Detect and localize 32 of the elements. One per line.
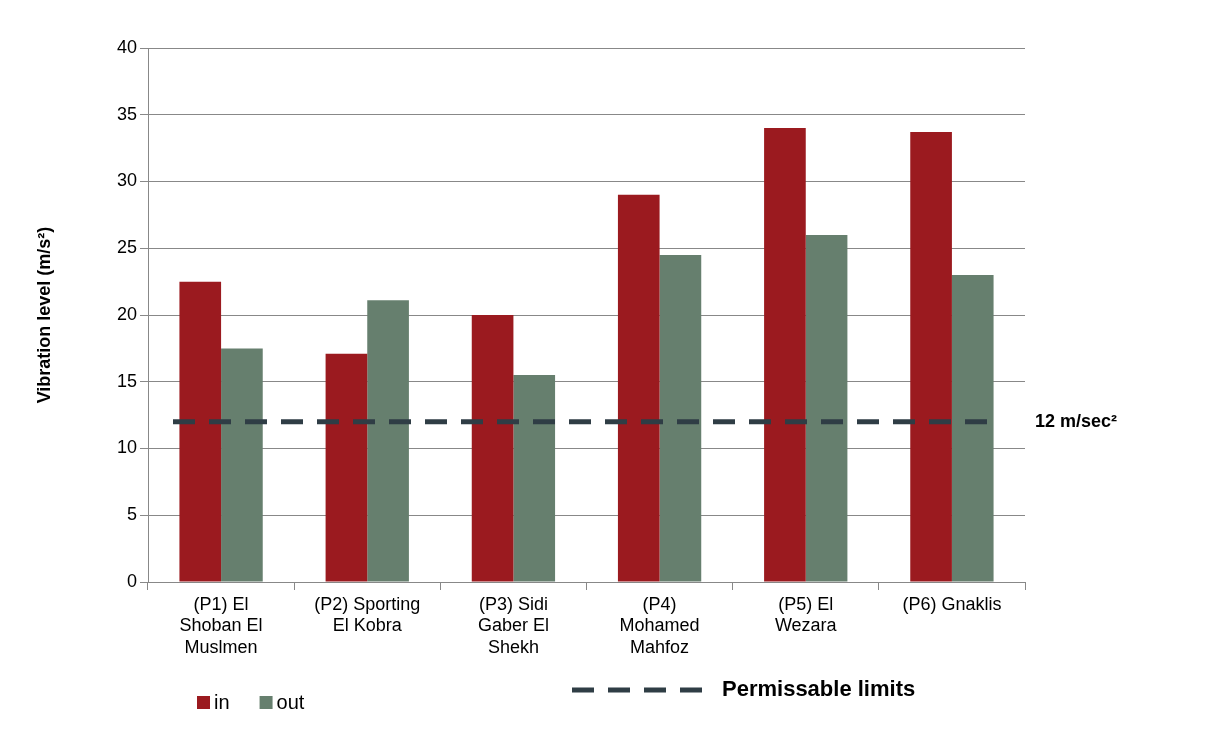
y-tick-label: 0	[126, 570, 137, 591]
y-tick-label: 10	[116, 437, 137, 458]
x-tick-label: (P6) Gnaklis	[902, 593, 1002, 614]
x-tick-label: (P1) El Shoban El Muslmen	[179, 593, 263, 657]
bar	[659, 254, 702, 582]
x-tick-label: (P3) Sidi Gaber El Shekh	[477, 593, 549, 657]
x-tick-label: (P2) Sporting El Kobra	[314, 593, 421, 636]
bar	[221, 348, 263, 582]
y-tick-label: 20	[116, 303, 137, 324]
bar	[910, 132, 952, 582]
bar	[617, 194, 660, 582]
y-tick-label: 30	[116, 170, 137, 191]
bar	[951, 274, 994, 582]
bar	[179, 281, 222, 582]
bar	[367, 300, 409, 582]
ref-line-label: 12 m/sec²	[1035, 410, 1118, 431]
y-tick-label: 25	[116, 237, 137, 258]
bar	[325, 353, 368, 582]
legend-label: in	[214, 690, 230, 713]
legend-label: out	[276, 690, 305, 713]
y-tick-label: 40	[116, 36, 137, 57]
bar	[471, 315, 514, 582]
text: Permissable limits	[722, 676, 916, 702]
bar	[513, 375, 556, 582]
bar	[764, 128, 806, 582]
x-tick-label: (P5) El Wezara	[774, 593, 838, 636]
x-tick-label: (P4) Mohamed Mahfoz	[619, 593, 700, 657]
y-tick-label: 35	[116, 103, 137, 124]
y-axis-title: Vibration level (m/s²)	[33, 226, 54, 404]
y-tick-label: 15	[116, 370, 137, 391]
y-tick-label: 5	[126, 504, 137, 525]
bar	[805, 234, 848, 582]
